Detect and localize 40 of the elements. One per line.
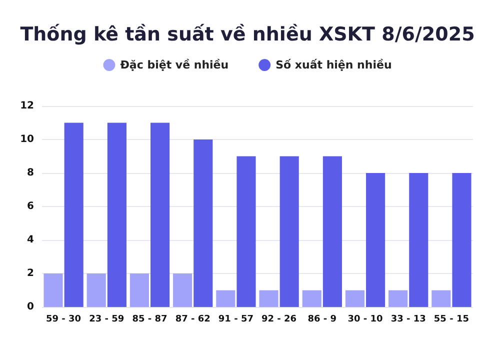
x-tick-label: 59 - 30 xyxy=(46,314,82,324)
bar xyxy=(452,173,472,307)
y-tick-label: 10 xyxy=(20,134,34,145)
bar xyxy=(150,122,170,307)
y-tick-label: 4 xyxy=(27,234,34,246)
y-tick-label: 0 xyxy=(27,302,34,312)
bar xyxy=(107,122,126,307)
y-tick-label: 6 xyxy=(27,201,34,212)
y-tick-label: 12 xyxy=(20,100,34,112)
x-tick-label: 23 - 59 xyxy=(89,314,124,324)
x-tick-label: 85 - 87 xyxy=(132,314,168,324)
bar xyxy=(322,156,342,307)
bar xyxy=(194,140,213,307)
x-tick-label: 87 - 62 xyxy=(175,314,210,324)
legend-label: Số xuất hiện nhiều xyxy=(276,58,392,72)
bar xyxy=(259,290,278,307)
bar xyxy=(302,290,322,307)
x-tick-label: 33 - 13 xyxy=(390,314,426,324)
bar xyxy=(130,274,149,307)
bar xyxy=(280,156,299,307)
bar xyxy=(64,122,84,307)
x-tick-label: 86 - 9 xyxy=(308,314,337,324)
y-tick-label: 8 xyxy=(27,168,34,178)
x-tick-label: 91 - 57 xyxy=(218,314,254,324)
bar xyxy=(86,274,106,307)
x-tick-label: 55 - 15 xyxy=(434,314,469,324)
bar xyxy=(409,173,428,307)
bar xyxy=(173,274,192,307)
bar xyxy=(432,290,451,307)
bar xyxy=(366,173,386,307)
bar xyxy=(216,290,236,307)
chart-title: Thống kê tần suất về nhiều XSKT 8/6/2025 xyxy=(20,24,475,46)
bar xyxy=(345,290,364,307)
legend-label: Đặc biệt về nhiều xyxy=(120,58,229,72)
x-tick-label: 92 - 26 xyxy=(262,314,297,324)
x-tick-label: 30 - 10 xyxy=(348,314,383,324)
bar xyxy=(44,274,63,307)
y-tick-label: 2 xyxy=(27,268,34,279)
bar xyxy=(236,156,256,307)
bar xyxy=(388,290,408,307)
